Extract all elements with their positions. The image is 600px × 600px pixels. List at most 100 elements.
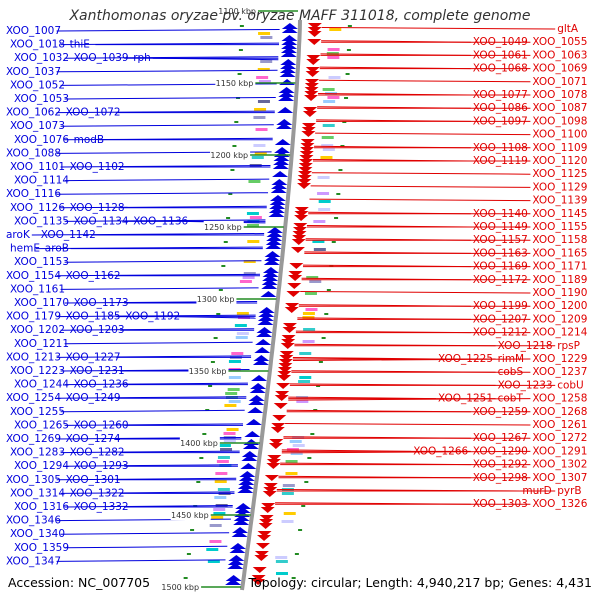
right-strand-gene-glyph <box>251 575 266 581</box>
feature-block <box>254 152 267 155</box>
feature-block <box>214 496 227 499</box>
left-strand-gene-glyph <box>271 183 288 189</box>
left-gene-label: XOO_1088 <box>6 147 61 159</box>
feature-block <box>321 136 334 139</box>
left-strand-gene-glyph <box>274 147 291 153</box>
right-strand-gene-glyph <box>297 183 312 189</box>
left-gene-label: XOO_1136 <box>133 215 188 227</box>
left-strand-gene-glyph <box>266 235 283 241</box>
left-gene-label: XOO_1173 <box>74 297 129 309</box>
scale-tick-label: 1100 kbp <box>218 7 256 16</box>
right-gene-label: XOO_1158 <box>532 234 587 246</box>
feature-block <box>302 312 315 315</box>
left-strand-gene-glyph <box>238 475 255 481</box>
feature-block <box>275 556 288 559</box>
topology-value: circular <box>311 575 358 590</box>
feature-block <box>275 572 288 575</box>
right-gene-label: XOO_1266 <box>413 445 468 457</box>
left-gene-label: XOO_1211 <box>14 338 69 350</box>
left-gene-label: XOO_1293 <box>74 460 129 472</box>
right-strand-gene-glyph <box>282 327 297 333</box>
right-gene-connector <box>318 79 531 83</box>
feature-block <box>313 220 326 223</box>
feature-block <box>253 144 266 147</box>
right-gene-connector <box>281 450 531 454</box>
left-strand-gene-glyph <box>233 515 250 521</box>
left-strand-gene-glyph <box>227 563 244 569</box>
left-strand-gene-glyph <box>281 43 298 49</box>
left-strand-gene-glyph <box>269 203 286 209</box>
feature-block <box>224 404 237 407</box>
right-gene-label: rpsP <box>557 340 580 352</box>
left-gene-label: XOO_1032 <box>14 52 69 64</box>
left-strand-gene-glyph <box>242 443 259 449</box>
right-strand-gene-glyph <box>299 151 314 157</box>
left-strand-gene-glyph <box>271 179 288 185</box>
left-strand-gene-glyph <box>248 399 265 405</box>
feature-block <box>321 144 334 147</box>
feature-block <box>303 328 316 331</box>
left-strand-gene-glyph <box>272 171 289 177</box>
right-strand-gene-glyph <box>303 107 318 113</box>
left-gene-connector <box>56 559 226 562</box>
right-gene-connector <box>310 185 531 188</box>
left-strand-gene-glyph <box>274 139 291 145</box>
feature-dot <box>199 457 204 459</box>
feature-dot <box>336 193 341 195</box>
left-gene-label: XOO_1332 <box>74 501 129 513</box>
feature-block <box>219 464 232 467</box>
right-strand-gene-glyph <box>261 503 276 509</box>
feature-block <box>216 460 229 463</box>
right-gene-label: XOO_1190 <box>532 287 587 299</box>
feature-dot <box>230 169 235 171</box>
feature-block <box>242 276 255 279</box>
right-strand-gene-glyph <box>252 567 267 573</box>
right-strand-gene-glyph <box>307 27 322 33</box>
right-strand-gene-glyph <box>286 291 301 297</box>
left-gene-connector <box>152 57 279 61</box>
right-strand-gene-glyph <box>255 543 270 549</box>
feature-dot <box>340 145 345 147</box>
left-strand-gene-glyph <box>239 471 256 477</box>
right-gene-label: cobT <box>498 393 524 405</box>
feature-block <box>228 376 241 379</box>
right-strand-gene-glyph <box>294 211 309 217</box>
right-gene-label: XOO_1307 <box>532 472 587 484</box>
right-gene-label: XOO_1212 <box>473 327 528 339</box>
right-gene-label: XOO_1125 <box>532 168 587 180</box>
right-gene-label: XOO_1218 <box>498 340 553 352</box>
right-gene-label: XOO_1272 <box>532 432 587 444</box>
left-strand-gene-glyph <box>247 407 264 413</box>
feature-dot <box>298 529 303 531</box>
left-gene-connector <box>60 532 230 535</box>
left-gene-label: XOO_1037 <box>6 66 61 78</box>
feature-dot <box>208 385 213 387</box>
right-gene-label: XOO_1214 <box>532 327 587 339</box>
left-strand-gene-glyph <box>278 95 295 101</box>
topology-label: Topology: <box>248 575 308 590</box>
right-gene-label: XOO_1258 <box>532 393 587 405</box>
feature-dot <box>313 409 318 411</box>
left-strand-gene-glyph <box>278 91 295 97</box>
right-strand-gene-glyph <box>287 283 302 289</box>
right-strand-gene-glyph <box>293 223 308 229</box>
scale-tick-label: 1500 kbp <box>161 583 199 592</box>
feature-block <box>249 216 262 219</box>
left-strand-gene-glyph <box>225 579 242 585</box>
right-strand-gene-glyph <box>298 163 313 169</box>
right-strand-gene-glyph <box>279 355 294 361</box>
right-strand-gene-glyph <box>307 23 322 29</box>
feature-block <box>255 128 268 131</box>
right-gene-label: XOO_1077 <box>473 89 528 101</box>
scale-tick-label: 1450 kbp <box>171 511 209 520</box>
right-gene-label: XOO_1233 <box>498 379 553 391</box>
feature-block <box>312 240 325 243</box>
left-gene-label: XOO_1185 <box>66 311 121 323</box>
left-gene-label: XOO_1359 <box>14 542 69 554</box>
left-strand-gene-glyph <box>280 63 297 69</box>
left-gene-label: XOO_1101 <box>10 161 65 173</box>
right-gene-label: XOO_1078 <box>532 89 587 101</box>
left-gene-connector <box>64 260 262 263</box>
right-strand-gene-glyph <box>285 303 300 309</box>
right-gene-label: pyrB <box>557 485 581 497</box>
